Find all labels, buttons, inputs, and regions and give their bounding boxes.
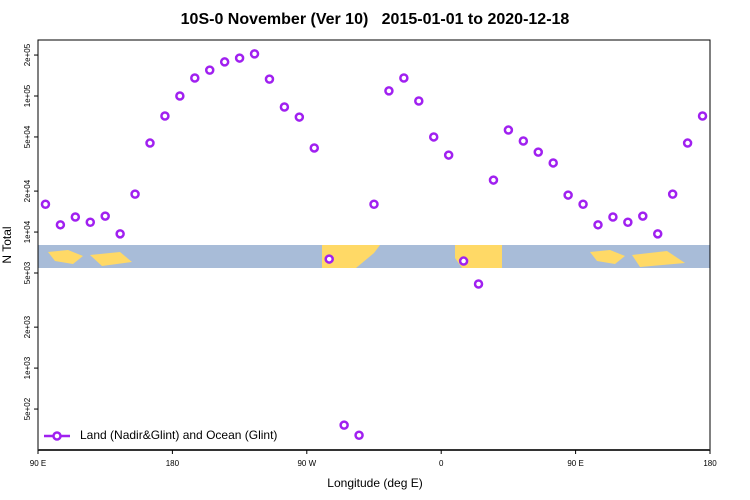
y-tick-label: 2e+04	[23, 179, 32, 202]
point	[219, 57, 230, 67]
y-tick-label: 5e+02	[23, 397, 32, 420]
y-tick-label: 2e+05	[23, 43, 32, 66]
point	[249, 49, 260, 59]
x-tick-label: 180	[703, 459, 717, 468]
point	[623, 217, 633, 228]
map-strip	[38, 245, 710, 268]
point	[593, 220, 603, 230]
point	[55, 220, 66, 230]
point	[638, 211, 648, 221]
point	[130, 189, 140, 199]
point	[264, 74, 275, 84]
point	[324, 254, 334, 264]
y-tick-label: 1e+05	[23, 84, 32, 107]
point	[234, 53, 245, 63]
point	[190, 73, 200, 83]
point	[160, 111, 170, 121]
point	[578, 199, 588, 210]
legend-marker	[52, 431, 62, 441]
y-tick-label: 1e+04	[23, 220, 32, 243]
point	[399, 73, 409, 83]
point	[204, 65, 215, 75]
point	[369, 199, 379, 210]
point	[414, 96, 424, 106]
x-tick-label: 90 W	[297, 459, 316, 468]
point	[294, 112, 305, 122]
point	[697, 111, 708, 121]
point	[115, 229, 125, 239]
y-tick-label: 5e+03	[23, 261, 32, 284]
point	[339, 420, 349, 430]
point	[309, 143, 320, 153]
point	[428, 132, 439, 142]
y-tick-label: 2e+03	[23, 315, 32, 338]
x-tick-label: 180	[166, 459, 180, 468]
point	[548, 158, 558, 168]
point	[443, 150, 454, 160]
y-tick-label: 5e+04	[23, 125, 32, 148]
point	[100, 211, 110, 221]
point	[85, 217, 96, 228]
point	[279, 102, 290, 112]
point	[145, 138, 155, 148]
x-tick-label: 0	[439, 459, 444, 468]
x-tick-label: 90 E	[567, 459, 583, 468]
point	[608, 212, 618, 222]
chart-title: 10S-0 November (Ver 10) 2015-01-01 to 20…	[181, 11, 570, 28]
point	[384, 86, 394, 96]
point	[503, 125, 514, 135]
point	[682, 138, 693, 148]
x-tick-label: 90 E	[30, 459, 46, 468]
y-axis-label: N Total	[0, 226, 14, 263]
point	[40, 199, 51, 210]
point	[354, 430, 364, 440]
point	[533, 147, 544, 157]
point	[652, 229, 663, 239]
legend: Land (Nadir&Glint) and Ocean (Glint)	[44, 428, 277, 442]
point	[563, 190, 573, 200]
point	[473, 279, 484, 289]
point	[70, 212, 81, 222]
legend-label: Land (Nadir&Glint) and Ocean (Glint)	[80, 428, 277, 442]
point	[458, 256, 469, 266]
point	[518, 136, 529, 146]
y-tick-label: 1e+03	[23, 356, 32, 379]
x-axis-label: Longitude (deg E)	[327, 476, 422, 490]
point	[488, 175, 499, 185]
point	[175, 91, 185, 101]
point	[667, 189, 678, 199]
